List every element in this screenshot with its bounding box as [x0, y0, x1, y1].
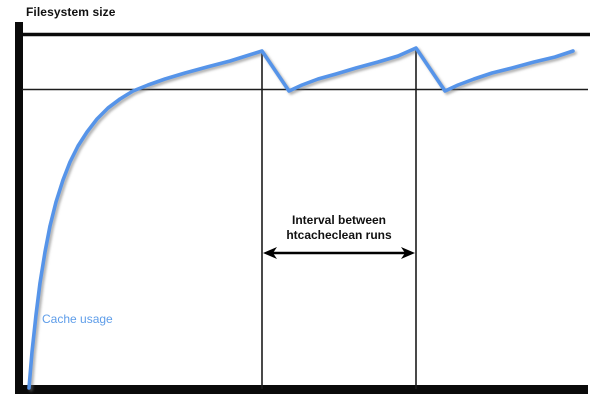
x-axis-bar	[15, 385, 588, 394]
interval-annotation-line2: htcacheclean runs	[286, 227, 392, 242]
y-axis-bar	[15, 22, 23, 394]
interval-arrow-left-head-icon	[263, 247, 277, 259]
filesystem-size-label: Filesystem size	[26, 5, 116, 19]
cache-usage-curve	[27, 46, 575, 390]
interval-annotation-line1: Interval between	[291, 213, 387, 227]
interval-arrow-right-head-icon	[401, 247, 415, 259]
cache-usage-label: Cache usage	[42, 312, 113, 326]
interval-annotation: Interval between htcacheclean runs	[262, 213, 416, 242]
